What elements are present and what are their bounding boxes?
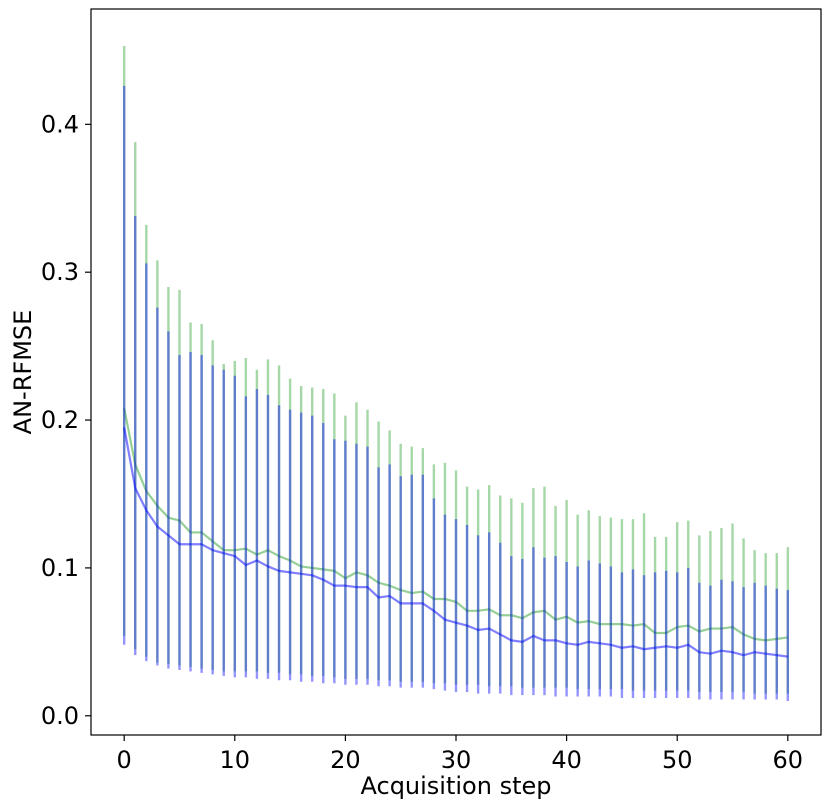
x-tick-label: 50 — [662, 746, 693, 774]
x-axis: 0 10 20 30 40 50 60 — [117, 735, 804, 774]
x-tick-label: 40 — [551, 746, 582, 774]
y-tick-label: 0.2 — [41, 406, 79, 434]
y-tick-label: 0.3 — [41, 258, 79, 286]
series-0 — [122, 45, 790, 694]
y-axis-label: AN-RFMSE — [9, 310, 37, 435]
x-tick-label: 0 — [117, 746, 132, 774]
x-tick-label: 60 — [773, 746, 804, 774]
x-tick-label: 10 — [220, 746, 251, 774]
series-line — [123, 408, 788, 642]
x-tick-label: 20 — [330, 746, 361, 774]
x-tick-label: 30 — [441, 746, 472, 774]
y-tick-label: 0.1 — [41, 554, 79, 582]
y-axis: 0.0 0.1 0.2 0.3 0.4 — [41, 110, 91, 730]
x-axis-label: Acquisition step — [361, 772, 552, 800]
series-layer — [122, 45, 790, 701]
series-1 — [122, 85, 790, 701]
y-tick-label: 0.0 — [41, 702, 79, 730]
y-tick-label: 0.4 — [41, 110, 79, 138]
series-line — [123, 427, 788, 658]
